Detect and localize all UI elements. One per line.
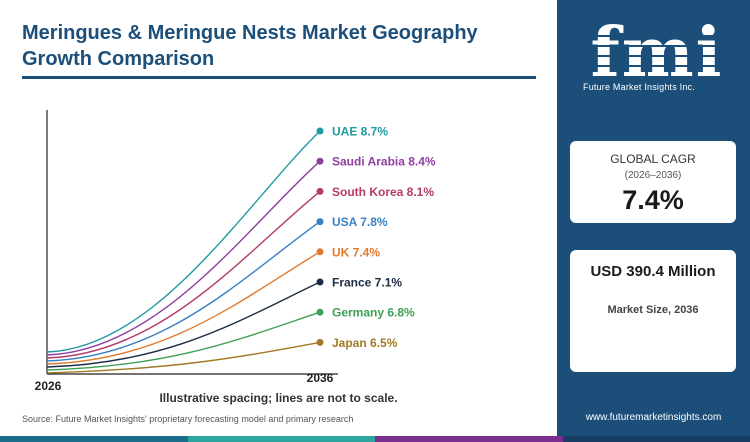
market-size-value: USD 390.4 Million [590, 263, 716, 280]
series-label-saudi-arabia: Saudi Arabia 8.4% [332, 155, 436, 169]
chart-title-line2: Growth Comparison [22, 48, 215, 70]
series-label-uae: UAE 8.7% [332, 125, 388, 139]
chart-title: Meringues & Meringue Nests Market Geogra… [22, 20, 542, 72]
series-endpoint-uk [316, 248, 324, 256]
market-size-card: USD 390.4 Million Market Size, 2036 [570, 250, 736, 372]
summary-panel: fmi Future Market Insights Inc. GLOBAL C… [557, 0, 750, 436]
series-line-uae [46, 130, 321, 353]
website-link[interactable]: www.futuremarketinsights.com [585, 412, 722, 423]
series-group: UAE 8.7% Saudi Arabia 8.4% South Korea 8.1… [46, 125, 436, 374]
series-label-usa: USA 7.8% [332, 215, 388, 229]
bar-segment [562, 436, 750, 442]
series-label-germany: Germany 6.8% [332, 306, 415, 320]
series-endpoint-france [316, 278, 324, 286]
title-underline [22, 76, 536, 79]
series-line-france [46, 281, 321, 368]
series-label-south-korea: South Korea 8.1% [332, 185, 434, 199]
bar-segment [375, 436, 563, 442]
x-tick-label-2026: 2026 [35, 379, 62, 393]
growth-line-chart: UAE 8.7% Saudi Arabia 8.4% South Korea 8.1… [35, 110, 436, 393]
bottom-color-bar [0, 436, 750, 442]
cagr-value: 7.4% [622, 185, 684, 215]
series-endpoint-south-korea [316, 187, 324, 195]
series-line-germany [46, 311, 321, 371]
market-size-label: Market Size, 2036 [607, 304, 699, 316]
chart-panel: Meringues & Meringue Nests Market Geogra… [22, 20, 542, 424]
series-line-usa [46, 221, 321, 362]
source-text: Source: Future Market Insights' propriet… [22, 414, 354, 424]
bar-segment [0, 436, 188, 442]
series-label-france: France 7.1% [332, 276, 402, 290]
logo-subtitle: Future Market Insights Inc. [583, 82, 695, 92]
series-line-uk [46, 251, 321, 365]
series-endpoint-saudi-arabia [316, 157, 324, 165]
cagr-period: (2026–2036) [624, 170, 682, 181]
series-label-japan: Japan 6.5% [332, 336, 398, 350]
series-label-uk: UK 7.4% [332, 245, 380, 259]
fmi-logo: fmi [577, 14, 737, 92]
global-cagr-card: GLOBAL CAGR (2026–2036) 7.4% [570, 141, 736, 223]
series-endpoint-uae [316, 127, 324, 135]
series-endpoint-germany [316, 308, 324, 316]
x-tick-label-2036: 2036 [307, 371, 334, 385]
series-line-japan [46, 341, 321, 374]
cagr-label: GLOBAL CAGR [610, 152, 696, 166]
logo-stripes [577, 35, 737, 67]
series-endpoint-usa [316, 218, 324, 226]
bar-segment [187, 436, 375, 442]
chart-title-line1: Meringues & Meringue Nests Market Geogra… [22, 22, 478, 44]
logo-wordmark: fmi [590, 14, 723, 92]
series-line-south-korea [46, 190, 321, 359]
chart-note: Illustrative spacing; lines are not to s… [159, 391, 398, 405]
series-line-saudi-arabia [46, 160, 321, 356]
series-endpoint-japan [316, 338, 324, 346]
